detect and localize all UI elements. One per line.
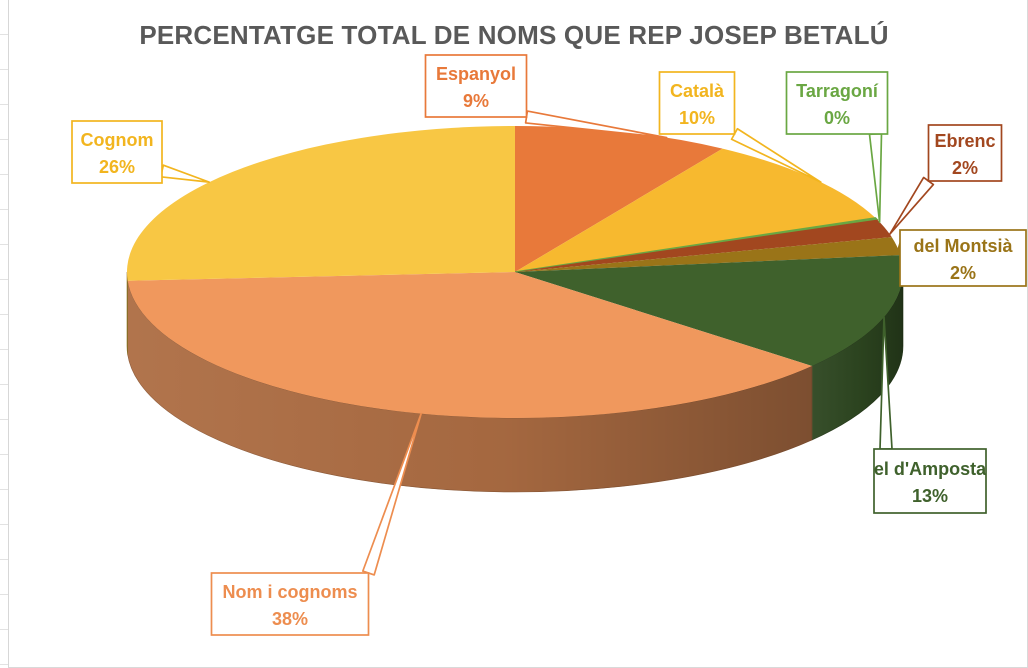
callout-el-d-amposta-box — [873, 448, 987, 514]
chart-title: PERCENTATGE TOTAL DE NOMS QUE REP JOSEP … — [139, 20, 889, 50]
slice-el-d-amposta-side-shade — [811, 272, 904, 440]
callout-nom-i-cognoms-box — [210, 572, 370, 636]
callout-del-montsia-box — [899, 229, 1027, 287]
callout-ebrenc-percent: 2% — [952, 158, 978, 178]
callout-tarragoni-percent: 0% — [824, 108, 850, 128]
slice-tarragoni — [514, 217, 879, 273]
slice-ebrenc — [515, 219, 892, 272]
callout-tarragoni-label: Tarragoní — [796, 81, 879, 101]
callout-cognom-label: Cognom — [81, 130, 154, 150]
callout-espanyol-label: Espanyol — [436, 64, 516, 84]
slice-nom-i-cognoms-side-shade — [127, 280, 812, 492]
slice-del-montsia — [515, 237, 901, 272]
callout-layer: Espanyol 9% Català 10% Tarragoní 0% Ebrenc 2% de… — [71, 54, 1027, 636]
callout-el-d-amposta-label: el d'Amposta — [874, 459, 987, 479]
callout-catala-box — [658, 71, 736, 135]
callout-cognom-box — [71, 120, 163, 184]
slice-el-d-amposta — [515, 255, 903, 366]
callout-nom-i-cognoms-label: Nom i cognoms — [222, 582, 357, 602]
slice-nom-i-cognoms — [127, 272, 812, 418]
worksheet-gridlines — [0, 0, 9, 668]
callout-cognom-percent: 26% — [99, 157, 135, 177]
callout-nom-i-cognoms-percent: 38% — [272, 609, 308, 629]
callout-espanyol-percent: 9% — [463, 91, 489, 111]
callout-del-montsia-percent: 2% — [950, 263, 976, 283]
callout-del-montsia-label: del Montsià — [913, 236, 1013, 256]
callout-cognom-pointer — [159, 164, 211, 183]
pie-top-layer — [127, 126, 903, 418]
callout-tarragoni-box — [785, 71, 889, 135]
slice-cognom — [127, 126, 516, 281]
callout-ebrenc-label: Ebrenc — [934, 131, 995, 151]
slice-catala — [515, 148, 876, 272]
pie-side-layer — [126, 271, 904, 493]
slice-cognom-side-shade — [127, 272, 128, 355]
callout-tarragoni-pointer — [868, 132, 883, 223]
callout-catala-percent: 10% — [679, 108, 715, 128]
callout-el-d-amposta-percent: 13% — [912, 486, 948, 506]
callout-espanyol-box — [424, 54, 528, 118]
callout-ebrenc-box — [927, 124, 1003, 182]
callout-ebrenc-pointer — [888, 176, 935, 236]
callout-catala-label: Català — [670, 81, 725, 101]
slice-espanyol — [515, 126, 723, 272]
